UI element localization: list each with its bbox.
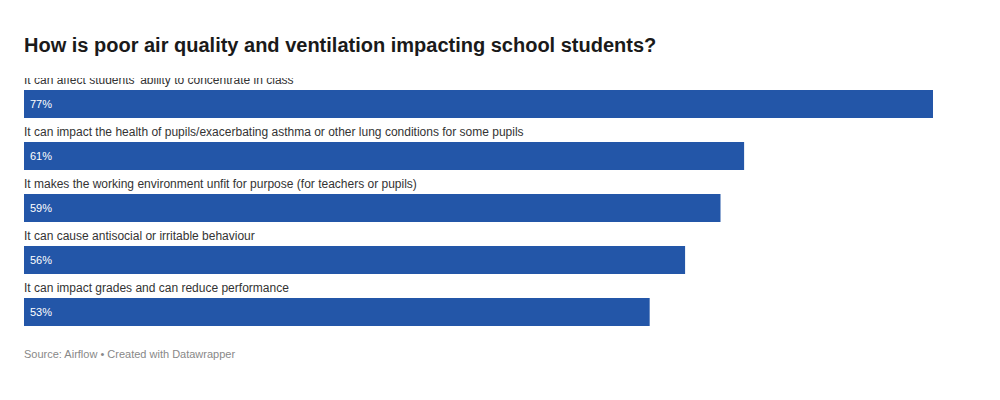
svg-text:59%: 59% <box>30 202 52 214</box>
html-text:Source: Airflow • Created with: Source: Airflow • Created with Datawrapp… <box>24 348 236 360</box>
svg-text:It can cause antisocial or irr: It can cause antisocial or irritable beh… <box>24 229 255 243</box>
svg-text:It makes the working environme: It makes the working environment unfit f… <box>24 177 417 191</box>
svg-text:It can impact grades and can r: It can impact grades and can reduce perf… <box>24 281 289 295</box>
html-text:How is poor air quality and ve: How is poor air quality and ventilation … <box>24 34 657 56</box>
svg-text:77%: 77% <box>30 98 52 110</box>
svg-text:61%: 61% <box>30 150 52 162</box>
svg-text:53%: 53% <box>30 306 52 318</box>
svg-text:It can affect students' abilit: It can affect students' ability to conce… <box>24 78 294 87</box>
svg-text:It can impact the health of pu: It can impact the health of pupils/exace… <box>24 125 524 139</box>
svg-text:56%: 56% <box>30 254 52 266</box>
